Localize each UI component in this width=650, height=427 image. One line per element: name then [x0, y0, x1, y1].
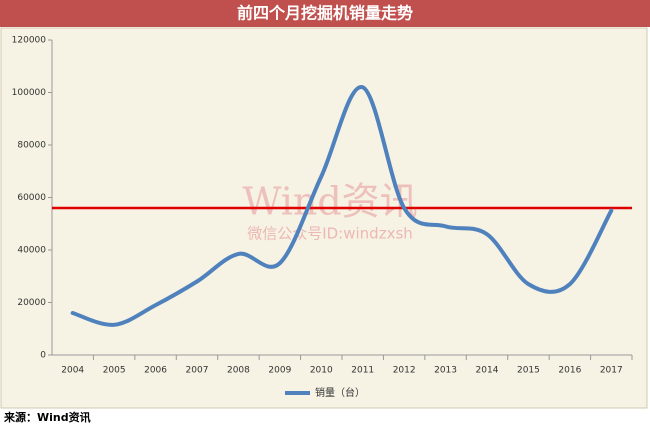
x-tick-label: 2009: [268, 366, 291, 376]
x-tick-label: 2013: [434, 366, 457, 376]
chart-area: [0, 27, 648, 409]
watermark-subtitle: 微信公众号ID:windzxsh: [247, 225, 413, 243]
x-tick-label: 2017: [600, 366, 623, 376]
x-tick-label: 2004: [61, 366, 84, 376]
x-tick-label: 2005: [103, 366, 126, 376]
chart-title: 前四个月挖掘机销量走势: [237, 4, 413, 23]
x-tick-label: 2006: [144, 366, 167, 376]
y-tick-label: 40000: [17, 246, 46, 256]
x-tick-label: 2011: [351, 366, 374, 376]
x-tick-label: 2008: [227, 366, 250, 376]
x-tick-label: 2014: [476, 366, 499, 376]
y-tick-label: 80000: [17, 141, 46, 151]
watermark-title: Wind资讯: [242, 180, 417, 224]
x-tick-label: 2007: [186, 366, 209, 376]
series-line: [70, 85, 614, 327]
y-tick-label: 120000: [12, 36, 47, 46]
y-tick-label: 60000: [17, 193, 46, 203]
x-tick-label: 2010: [310, 366, 333, 376]
source: 来源：Wind资讯: [3, 410, 91, 424]
x-tick-label: 2016: [558, 366, 581, 376]
y-tick-label: 100000: [12, 88, 47, 98]
x-tick-label: 2012: [393, 366, 416, 376]
x-tick-label: 2015: [517, 366, 540, 376]
title-bar: [0, 0, 650, 27]
y-tick-label: 20000: [17, 298, 46, 308]
legend-label: 销量（台）: [315, 386, 365, 399]
y-tick-label: 0: [40, 351, 46, 361]
